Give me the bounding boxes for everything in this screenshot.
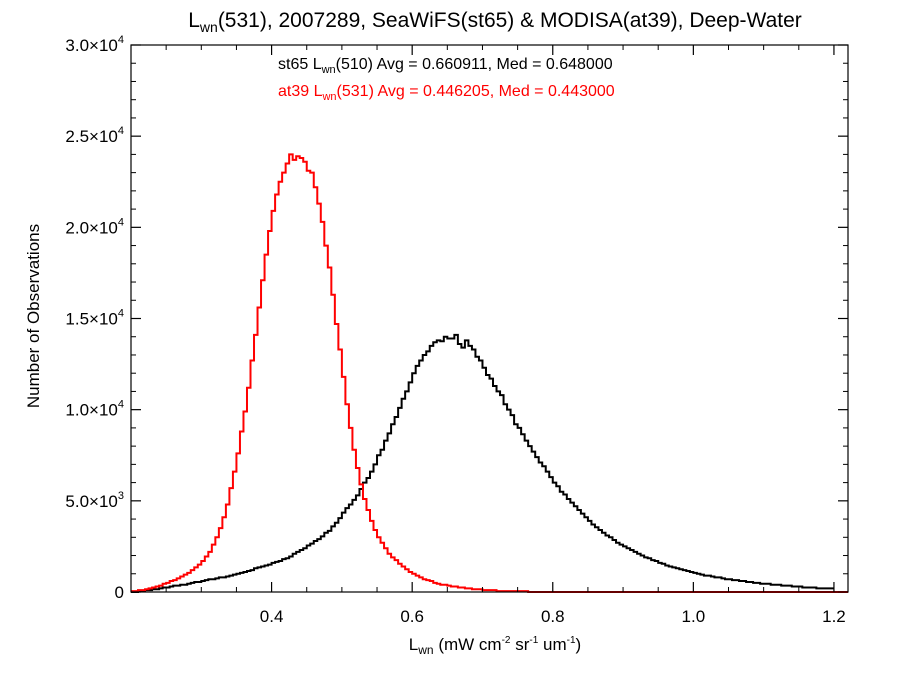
chart-title: Lwn(531), 2007289, SeaWiFS(st65) & MODIS… — [188, 9, 802, 35]
y-tick-label-6: 3.0×104 — [65, 34, 124, 55]
y-axis-title: Number of Observations — [24, 224, 43, 408]
histogram-series-1 — [131, 153, 848, 593]
chart-title-subscript: wn — [199, 19, 218, 35]
x-tick-label-4: 1.2 — [822, 607, 846, 626]
y-tick-label-1: 5.0×103 — [65, 490, 124, 511]
annotation-at39: at39 Lwn(531) Avg = 0.446205, Med = 0.44… — [278, 83, 615, 103]
y-tick-label-0: 0 — [115, 583, 124, 602]
x-axis-title: Lwn (mW cm-2 sr-1 um-1) — [409, 635, 581, 657]
x-tick-label-3: 1.0 — [682, 607, 706, 626]
y-tick-label-2: 1.0×104 — [65, 399, 124, 420]
x-axis-ticks: 0.4 0.6 0.8 1.0 1.2 — [165, 45, 846, 626]
annotation-st65: st65 Lwn(510) Avg = 0.660911, Med = 0.64… — [278, 56, 613, 76]
y-axis-ticks: 0 5.0×103 1.0×104 1.5×104 2.0×104 2.5×104 3.0×… — [65, 34, 848, 602]
y-tick-label-3: 1.5×104 — [65, 308, 124, 329]
y-tick-label-5: 2.5×104 — [65, 125, 124, 146]
plot-frame — [130, 44, 849, 593]
x-tick-label-1: 0.6 — [400, 607, 424, 626]
series-layer — [131, 153, 848, 593]
histogram-series-0 — [131, 333, 834, 593]
y-tick-label-4: 2.0×104 — [65, 216, 124, 237]
x-tick-label-0: 0.4 — [260, 607, 284, 626]
x-tick-label-2: 0.8 — [541, 607, 565, 626]
